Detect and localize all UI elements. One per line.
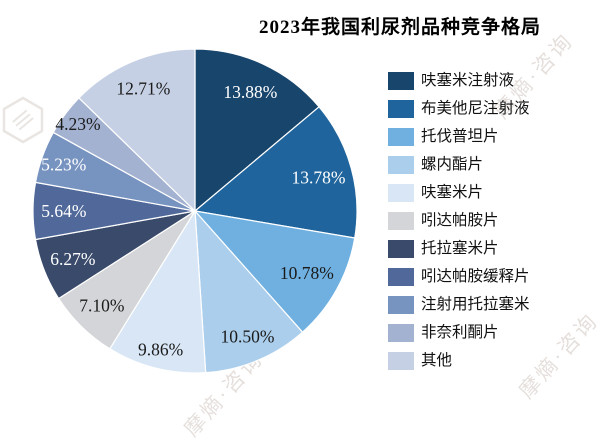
legend-label: 呋塞米片 bbox=[421, 184, 484, 201]
legend-swatch-icon bbox=[388, 240, 414, 258]
pie-slice-11[interactable] bbox=[78, 48, 196, 212]
legend-label: 吲达帕胺片 bbox=[421, 212, 499, 229]
legend-swatch-icon bbox=[388, 352, 414, 370]
pie-data-label-10: 4.23% bbox=[55, 114, 100, 134]
pie-data-label-1: 13.88% bbox=[223, 82, 277, 102]
legend-swatch-icon bbox=[388, 268, 414, 286]
legend-swatch-icon bbox=[388, 324, 414, 342]
legend-label: 托拉塞米片 bbox=[421, 240, 499, 257]
pie-slice-2[interactable] bbox=[194, 106, 358, 239]
legend-label: 螺内酯片 bbox=[421, 156, 484, 173]
pie-data-label-2: 13.78% bbox=[292, 167, 346, 187]
pie-data-label-9: 5.23% bbox=[41, 154, 86, 174]
legend-item-9[interactable]: 注射用托拉塞米 bbox=[388, 296, 598, 314]
legend-swatch-icon bbox=[388, 128, 414, 146]
legend-item-6[interactable]: 吲达帕胺片 bbox=[388, 212, 598, 230]
legend-item-1[interactable]: 呋塞米注射液 bbox=[388, 72, 598, 90]
legend-item-10[interactable]: 非奈利酮片 bbox=[388, 324, 598, 342]
pie-data-label-11: 12.71% bbox=[116, 79, 170, 99]
legend: 呋塞米注射液 布美他尼注射液 托伐普坦片螺内酯片呋塞米片吲达帕胺片托拉塞米片吲达帕胺… bbox=[388, 72, 598, 380]
pie-data-label-4: 10.50% bbox=[221, 327, 275, 347]
legend-item-3[interactable]: 托伐普坦片 bbox=[388, 128, 598, 146]
legend-item-4[interactable]: 螺内酯片 bbox=[388, 156, 598, 174]
legend-item-11[interactable]: 其他 bbox=[388, 352, 598, 370]
pie-data-label-7: 6.27% bbox=[50, 249, 95, 269]
legend-swatch-icon bbox=[388, 212, 414, 230]
pie-slice-3[interactable] bbox=[194, 210, 356, 333]
legend-label: 托伐普坦片 bbox=[421, 128, 499, 145]
legend-label: 注射用托拉塞米 bbox=[421, 296, 530, 313]
pie-data-label-8: 5.64% bbox=[41, 201, 86, 221]
legend-swatch-icon bbox=[388, 296, 414, 314]
pie-slice-4[interactable] bbox=[194, 210, 304, 374]
legend-swatch-icon bbox=[388, 156, 414, 174]
pie-chart: 13.88% 13.78% 10.78% 10.50% 9.86% 7.10% 6.27% 5… bbox=[32, 48, 358, 374]
pie-slice-1[interactable] bbox=[194, 48, 320, 212]
legend-item-7[interactable]: 托拉塞米片 bbox=[388, 240, 598, 258]
pie-data-label-3: 10.78% bbox=[280, 263, 334, 283]
pie-data-label-5: 9.86% bbox=[138, 339, 183, 359]
pie-slice-5[interactable] bbox=[109, 210, 207, 374]
legend-label: 布美他尼注射液 bbox=[421, 100, 530, 117]
legend-item-8[interactable]: 吲达帕胺缓释片 bbox=[388, 268, 598, 286]
pie-data-label-6: 7.10% bbox=[79, 296, 124, 316]
legend-label: 呋塞米注射液 bbox=[421, 72, 515, 89]
legend-swatch-icon bbox=[388, 72, 414, 90]
chart-title: 2023年我国利尿剂品种竞争格局 bbox=[258, 17, 541, 38]
legend-item-5[interactable]: 呋塞米片 bbox=[388, 184, 598, 202]
legend-swatch-icon bbox=[388, 184, 414, 202]
legend-label: 非奈利酮片 bbox=[421, 324, 499, 341]
legend-swatch-icon bbox=[388, 100, 414, 118]
legend-label: 其他 bbox=[421, 352, 453, 369]
legend-label: 吲达帕胺缓释片 bbox=[421, 268, 530, 285]
chart-page: { "title": "2023年我国利尿剂品种竞争格局", "watermar… bbox=[2, 17, 601, 442]
legend-item-2[interactable]: 布美他尼注射液 bbox=[388, 100, 598, 118]
